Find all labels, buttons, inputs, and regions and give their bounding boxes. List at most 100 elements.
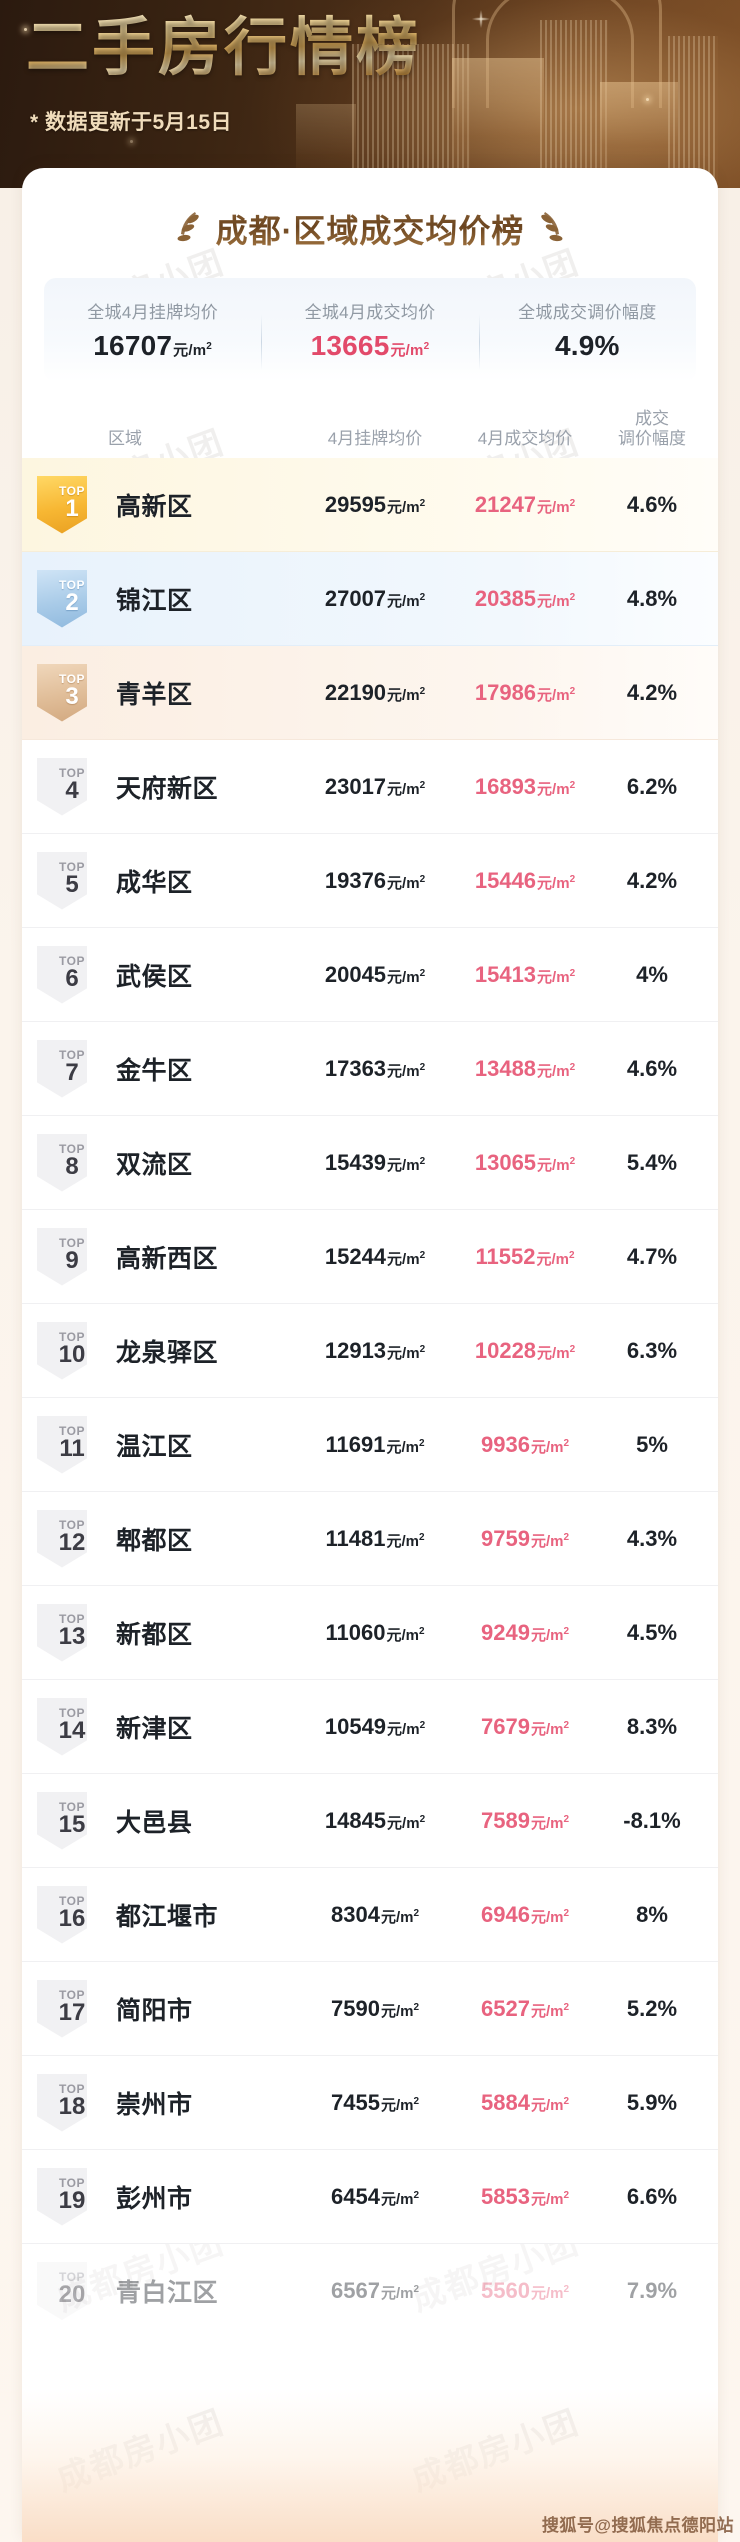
region-name: 双流区	[116, 1150, 193, 1179]
rank-badge-number: 17	[58, 1998, 86, 2026]
listing-price: 11481元/m2	[325, 1525, 425, 1551]
region-name: 大邑县	[116, 1808, 193, 1837]
summary-stat-3: 全城成交调价幅度 4.9%	[478, 298, 696, 370]
table-row[interactable]: TOP 12 郫都区 11481元/m2 9759元/m2 4.3%	[22, 1492, 718, 1586]
table-row[interactable]: TOP 18 崇州市 7455元/m2 5884元/m2 5.9%	[22, 2056, 718, 2150]
region-name: 温江区	[116, 1432, 193, 1461]
laurel-right-icon	[541, 212, 563, 242]
deal-price: 15413元/m2	[474, 961, 576, 987]
region-name: 武侯区	[116, 962, 193, 991]
card-title-row: 成都·区域成交均价榜	[22, 206, 718, 252]
rank-badge-number: 10	[58, 1340, 86, 1368]
table-row[interactable]: TOP 14 新津区 10549元/m2 7679元/m2 8.3%	[22, 1680, 718, 1774]
price-unit: 元/m2	[537, 1061, 576, 1080]
adjust-rate: 4.2%	[626, 679, 678, 705]
price-unit: 元/m2	[387, 1249, 426, 1268]
price-unit: 元/m2	[387, 497, 426, 516]
deal-price: 20385元/m2	[474, 585, 576, 611]
price-unit: 元/m2	[537, 1155, 576, 1174]
rank-badge: TOP 19	[36, 2167, 108, 2226]
adjust-rate: 4.3%	[626, 1525, 678, 1551]
listing-price: 11691元/m2	[325, 1431, 425, 1457]
deal-price: 7589元/m2	[480, 1807, 570, 1833]
price-unit: 元/m2	[387, 1155, 426, 1174]
column-header-deal-price: 4月成交均价	[477, 429, 573, 449]
table-row[interactable]: TOP 1 高新区 29595元/m2 21247元/m2 4.6%	[22, 458, 718, 552]
price-unit: 元/m2	[387, 685, 426, 704]
region-name: 彭州市	[116, 2184, 193, 2213]
region-name: 新都区	[116, 1620, 193, 1649]
rank-badge-top-label: TOP	[59, 2175, 85, 2190]
region-name: 高新西区	[116, 1244, 219, 1273]
card-title: 成都·区域成交均价榜	[216, 206, 525, 252]
rank-badge: TOP 15	[36, 1791, 108, 1850]
table-row[interactable]: TOP 4 天府新区 23017元/m2 16893元/m2 6.2%	[22, 740, 718, 834]
adjust-rate: 6.2%	[626, 773, 678, 799]
price-unit: 元/m2	[537, 779, 576, 798]
rank-badge-top-label: TOP	[59, 765, 85, 780]
table-row[interactable]: TOP 11 温江区 11691元/m2 9936元/m2 5%	[22, 1398, 718, 1492]
price-unit: 元/m2	[530, 1813, 570, 1832]
table-row[interactable]: TOP 15 大邑县 14845元/m2 7589元/m2 -8.1%	[22, 1774, 718, 1868]
rank-badge: TOP 14	[36, 1697, 108, 1756]
watermark-text: 成都房小团	[406, 2403, 584, 2498]
price-unit: 元/m2	[386, 1625, 425, 1644]
rank-badge-number: 13	[58, 1622, 86, 1650]
table-row[interactable]: TOP 5 成华区 19376元/m2 15446元/m2 4.2%	[22, 834, 718, 928]
rank-badge: TOP 17	[36, 1979, 108, 2038]
region-name: 天府新区	[116, 774, 219, 803]
rank-badge-number: 4	[65, 776, 79, 804]
rank-badge-top-label: TOP	[59, 1611, 85, 1626]
rank-badge-top-label: TOP	[59, 1141, 85, 1156]
deal-price: 13488元/m2	[474, 1055, 576, 1081]
summary-stat-label: 全城4月成交均价	[304, 303, 436, 322]
deal-price: 9249元/m2	[480, 1619, 570, 1645]
table-row[interactable]: TOP 16 都江堰市 8304元/m2 6946元/m2 8%	[22, 1868, 718, 1962]
table-row[interactable]: TOP 13 新都区 11060元/m2 9249元/m2 4.5%	[22, 1586, 718, 1680]
listing-price: 12913元/m2	[324, 1337, 426, 1363]
rank-badge-number: 11	[59, 1434, 85, 1462]
listing-price: 6454元/m2	[330, 2183, 420, 2209]
rank-badge: TOP 2	[36, 569, 108, 628]
table-row[interactable]: TOP 19 彭州市 6454元/m2 5853元/m2 6.6%	[22, 2150, 718, 2244]
table-header: 区域 4月挂牌均价 4月成交均价 成交 调价幅度	[22, 396, 718, 458]
rank-badge: TOP 5	[36, 851, 108, 910]
rank-badge: TOP 12	[36, 1509, 108, 1568]
table-row[interactable]: TOP 17 简阳市 7590元/m2 6527元/m2 5.2%	[22, 1962, 718, 2056]
rank-badge: TOP 13	[36, 1603, 108, 1662]
rank-badge-top-label: TOP	[59, 1423, 85, 1438]
listing-price: 23017元/m2	[324, 773, 426, 799]
deal-price: 5884元/m2	[480, 2089, 570, 2115]
price-unit: 元/m2	[386, 1437, 425, 1456]
rank-badge-number: 7	[65, 1058, 79, 1086]
price-unit: 元/m2	[537, 1343, 576, 1362]
rank-badge-number: 9	[65, 1246, 79, 1274]
rank-badge-top-label: TOP	[59, 671, 85, 686]
deal-price: 7679元/m2	[480, 1713, 570, 1739]
table-row[interactable]: TOP 10 龙泉驿区 12913元/m2 10228元/m2 6.3%	[22, 1304, 718, 1398]
price-unit: 元/m2	[537, 497, 576, 516]
banner-title: 二手房行情榜	[26, 12, 422, 85]
listing-price: 29595元/m2	[324, 491, 426, 517]
price-unit: 元/m2	[387, 779, 426, 798]
rank-badge-top-label: TOP	[59, 577, 85, 592]
price-unit: 元/m2	[536, 1249, 575, 1268]
rank-badge: TOP 18	[36, 2073, 108, 2132]
table-row[interactable]: TOP 8 双流区 15439元/m2 13065元/m2 5.4%	[22, 1116, 718, 1210]
adjust-rate: 4.6%	[626, 491, 678, 517]
table-row[interactable]: TOP 2 锦江区 27007元/m2 20385元/m2 4.8%	[22, 552, 718, 646]
price-unit: 元/m2	[537, 591, 576, 610]
table-row[interactable]: TOP 20 青白江区 6567元/m2 5560元/m2 7.9%	[22, 2244, 718, 2338]
region-name: 青白江区	[116, 2279, 219, 2307]
table-row[interactable]: TOP 7 金牛区 17363元/m2 13488元/m2 4.6%	[22, 1022, 718, 1116]
table-row[interactable]: TOP 9 高新西区 15244元/m2 11552元/m2 4.7%	[22, 1210, 718, 1304]
region-name: 青羊区	[116, 680, 193, 709]
deal-price: 13065元/m2	[474, 1149, 576, 1175]
deal-price: 5853元/m2	[480, 2183, 570, 2209]
table-row[interactable]: TOP 3 青羊区 22190元/m2 17986元/m2 4.2%	[22, 646, 718, 740]
rank-badge: TOP 10	[36, 1321, 108, 1380]
rank-badge-top-label: TOP	[59, 2270, 85, 2285]
table-row[interactable]: TOP 6 武侯区 20045元/m2 15413元/m2 4%	[22, 928, 718, 1022]
deal-price: 10228元/m2	[474, 1337, 576, 1363]
